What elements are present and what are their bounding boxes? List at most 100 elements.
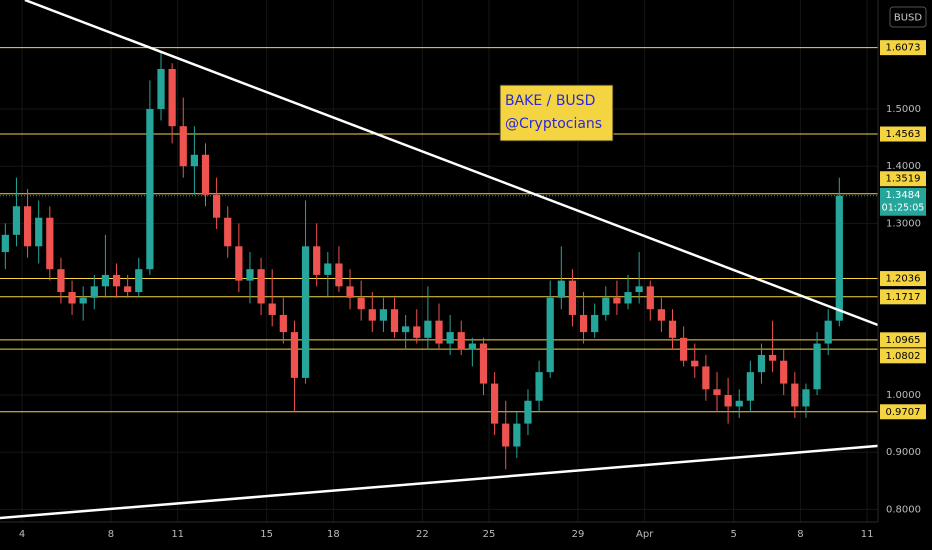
x-tick-label: 4: [19, 529, 25, 540]
candle-body: [835, 195, 843, 321]
x-tick-label: 22: [416, 529, 429, 540]
candle-body: [35, 217, 43, 247]
candle-body: [713, 389, 721, 396]
candle-body: [368, 309, 376, 321]
candle-body: [724, 395, 732, 407]
level-label: 1.2036: [886, 274, 921, 285]
candle-body: [57, 269, 65, 293]
level-label-bg: [880, 126, 926, 142]
candle-body: [390, 309, 399, 333]
candle-body: [268, 303, 276, 315]
level-label: 1.1717: [886, 292, 921, 303]
candle-body: [502, 423, 510, 447]
candle-body: [702, 366, 710, 390]
annotation-text: @Cryptocians: [505, 116, 602, 132]
currency-badge[interactable]: [889, 6, 927, 28]
candle-body: [524, 400, 532, 424]
y-tick-label: 1.0000: [886, 390, 921, 401]
level-label-bg: [880, 404, 926, 420]
candle-body: [613, 297, 621, 304]
y-tick-label: 1.5000: [886, 104, 921, 115]
candle-body: [1, 234, 9, 253]
candle-body: [135, 269, 143, 293]
x-tick-label: 18: [327, 529, 340, 540]
candle-body: [224, 217, 232, 247]
level-label-bg: [880, 171, 926, 187]
candle-body: [290, 332, 299, 378]
candle-body: [201, 154, 210, 195]
x-tick-label: 11: [171, 529, 184, 540]
candle-body: [146, 109, 154, 270]
level-label: 1.3519: [886, 174, 921, 185]
candle-body: [79, 297, 87, 304]
candle-body: [313, 246, 321, 275]
candle-body: [101, 274, 110, 287]
candle-body: [513, 423, 521, 447]
candle-body: [324, 263, 332, 275]
candle-body: [402, 326, 410, 333]
candle-body: [735, 400, 743, 407]
level-label-bg: [880, 332, 926, 348]
candle-body: [335, 263, 343, 287]
candle-body: [635, 286, 643, 293]
level-label: 1.6073: [886, 43, 921, 54]
candle-body: [346, 286, 354, 298]
candle-body: [746, 372, 754, 401]
candle-body: [379, 309, 388, 321]
x-tick-label: 11: [861, 529, 874, 540]
candle-body: [301, 246, 310, 378]
level-label: 1.4563: [886, 129, 921, 140]
candle-body: [479, 343, 488, 384]
y-tick-label: 0.9000: [886, 447, 921, 458]
candle-body: [535, 372, 543, 401]
x-tick-label: 29: [572, 529, 585, 540]
candle-body: [791, 383, 799, 407]
candle-body: [568, 280, 577, 315]
annotation-text: BAKE / BUSD: [505, 93, 595, 109]
candle-body: [691, 360, 699, 367]
candle-body: [824, 320, 832, 344]
y-tick-label: 1.3000: [886, 218, 921, 229]
level-label: 0.9707: [886, 407, 921, 418]
candle-body: [557, 280, 565, 298]
candle-body: [257, 269, 265, 304]
annotation-box: BAKE / BUSD @Cryptocians: [499, 84, 614, 142]
candle-body: [646, 286, 654, 310]
candle-body: [246, 269, 254, 281]
x-tick-label: 25: [483, 529, 496, 540]
candle-body: [23, 206, 32, 247]
level-label: 1.0965: [886, 335, 921, 346]
candle-body: [757, 354, 766, 373]
candle-body: [668, 320, 677, 338]
candle-body: [168, 68, 176, 127]
candle-body: [490, 383, 499, 424]
candle-body: [446, 332, 454, 344]
candle-body: [68, 292, 76, 304]
candle-body: [157, 68, 165, 110]
candle-body: [90, 286, 98, 298]
y-tick-label: 1.4000: [886, 161, 921, 172]
candle-body: [602, 297, 610, 315]
x-tick-label: Apr: [636, 529, 654, 540]
last-price-tag: [880, 187, 926, 216]
candle-body: [212, 194, 221, 218]
candle-body: [413, 326, 421, 338]
trendline: [0, 444, 879, 520]
last-price-label: 1.3484: [886, 190, 921, 201]
candle-body: [780, 360, 788, 384]
level-label-bg: [880, 271, 926, 287]
annotation-bg: [499, 84, 614, 142]
trendline: [24, 0, 879, 327]
candle-body: [424, 320, 432, 338]
candle-body: [46, 217, 54, 270]
candle-body: [279, 314, 287, 333]
countdown-label: 01:25:05: [882, 203, 925, 214]
candle-body: [190, 154, 198, 167]
y-tick-label: 0.8000: [886, 504, 921, 515]
candle-body: [124, 286, 132, 293]
candle-body: [546, 297, 554, 373]
candle-body: [112, 274, 121, 287]
level-label-bg: [880, 289, 926, 305]
candle-body: [468, 343, 476, 350]
